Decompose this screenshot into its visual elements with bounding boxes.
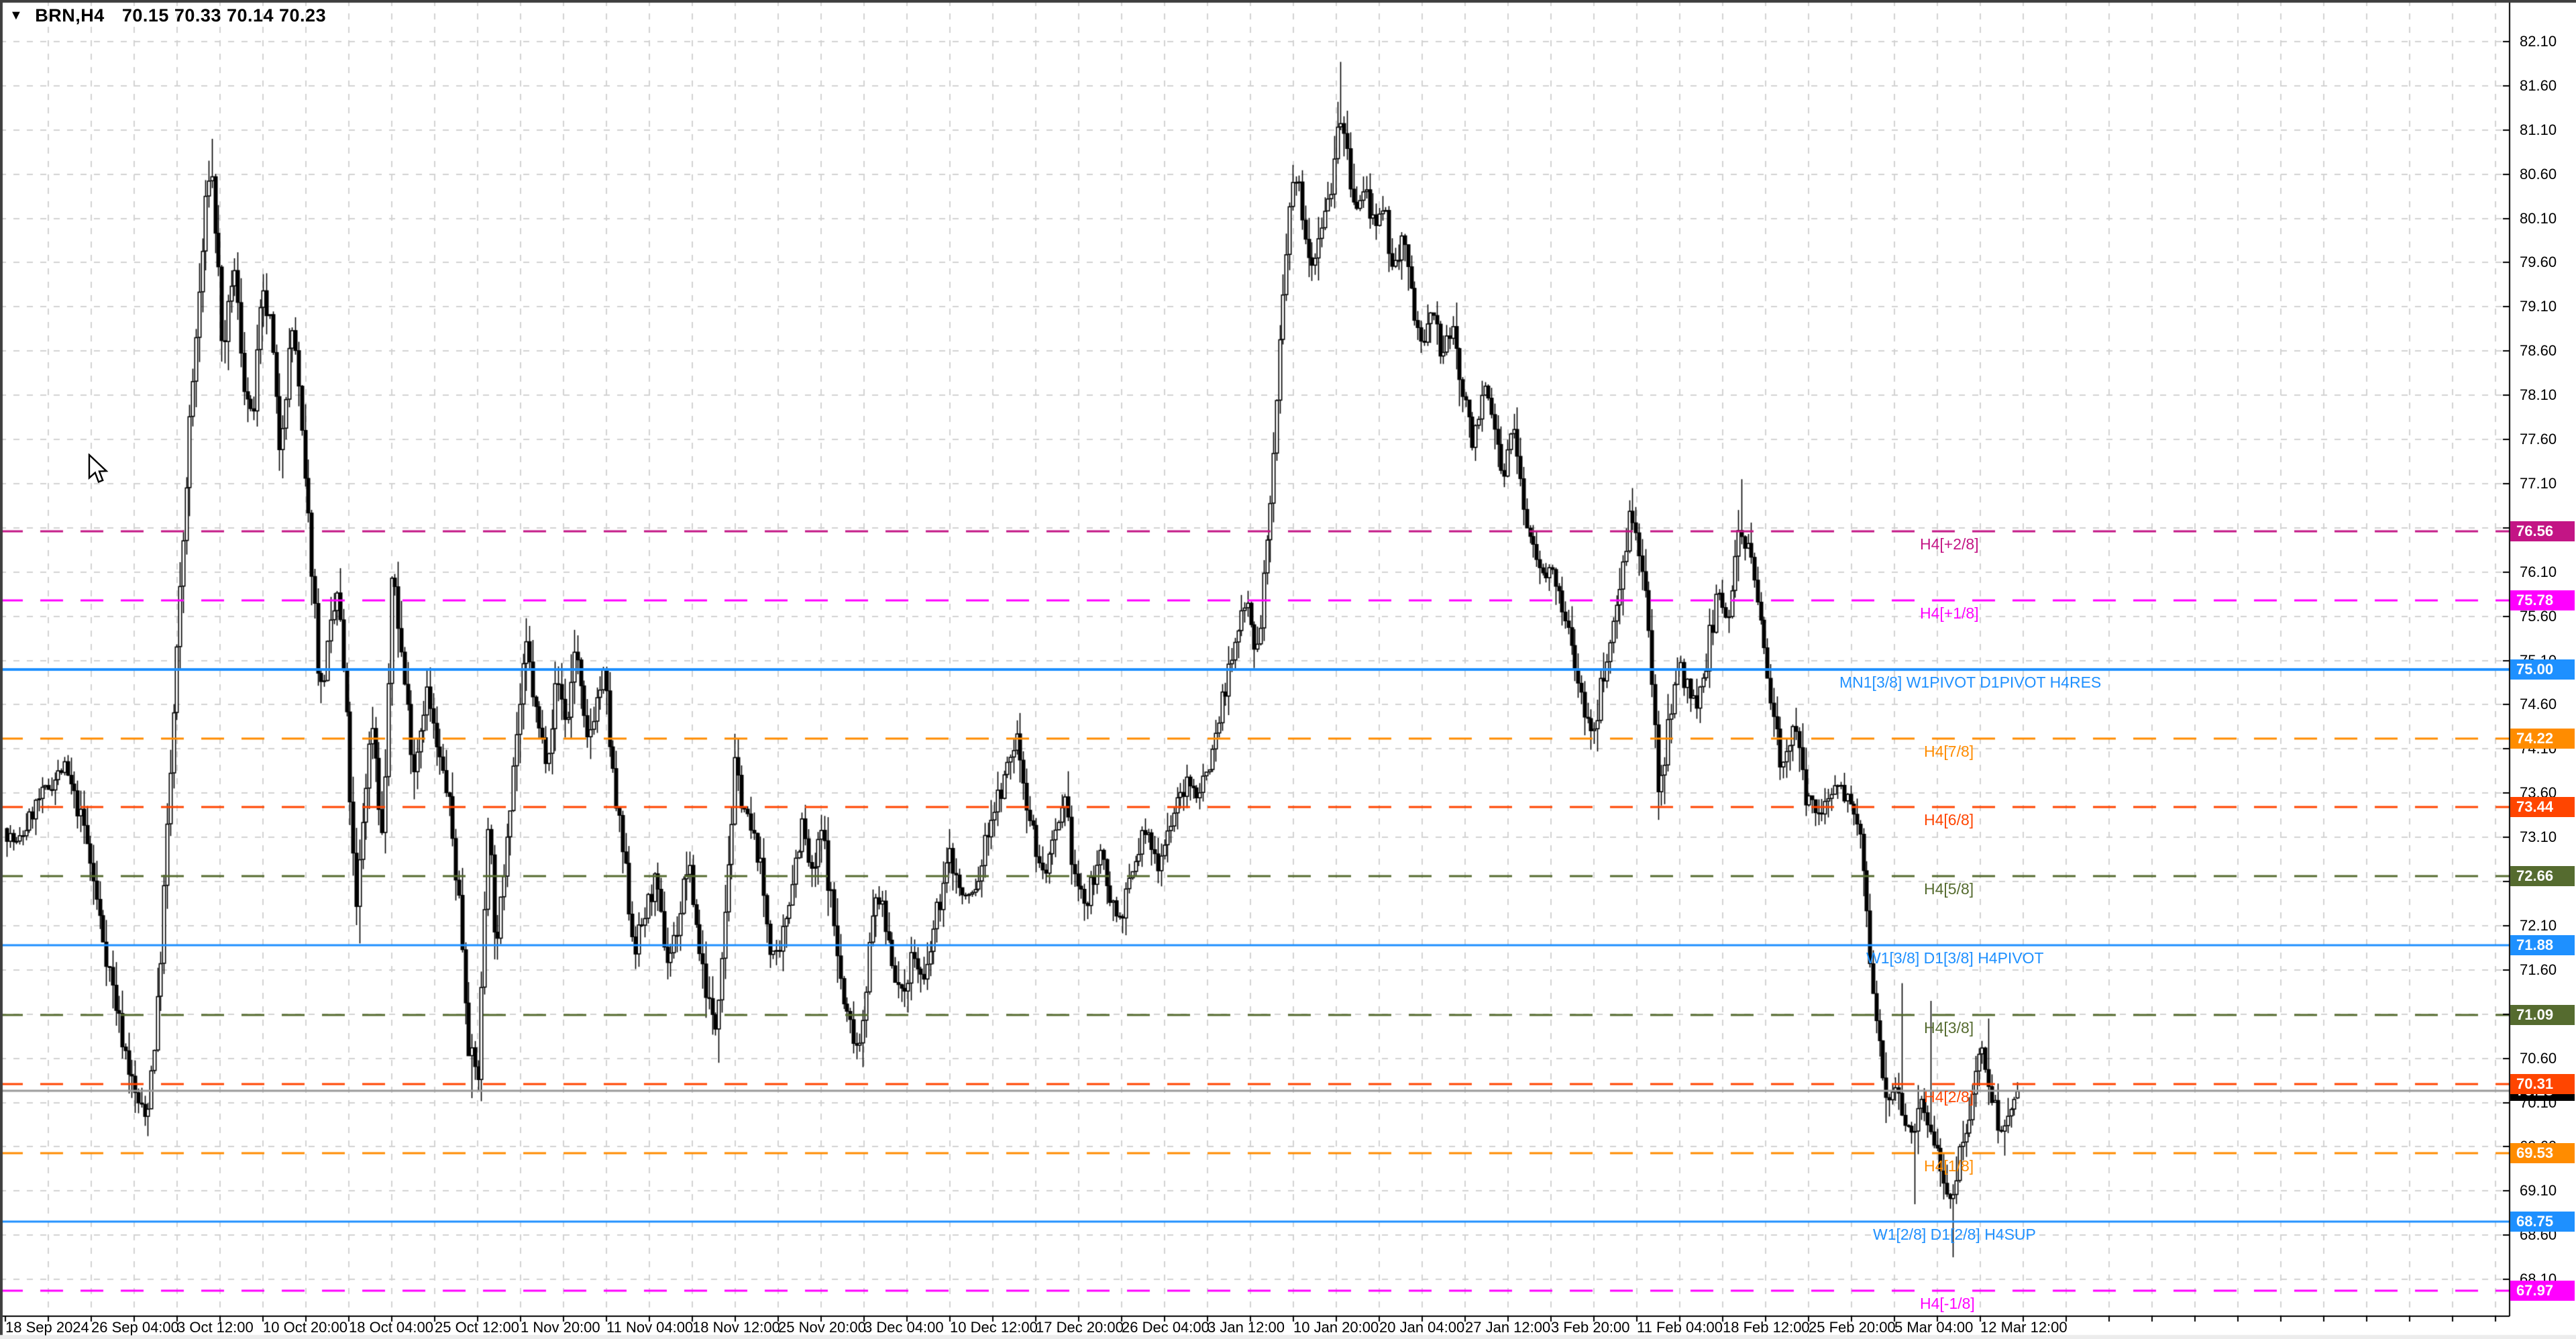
mouse-cursor-icon <box>88 453 109 483</box>
time-axis-label: 3 Oct 12:00 <box>177 1319 254 1336</box>
time-axis-label: 10 Oct 20:00 <box>263 1319 347 1336</box>
time-axis-label: 18 Nov 12:00 <box>692 1319 780 1336</box>
time-axis-label: 3 Feb 20:00 <box>1551 1319 1630 1336</box>
time-axis-label: 12 Mar 12:00 <box>1980 1319 2068 1336</box>
time-axis-label: 1 Nov 20:00 <box>521 1319 600 1336</box>
level-label: H4[7/8] <box>1924 742 1974 760</box>
price-axis-label: 80.60 <box>2520 165 2557 182</box>
price-axis-label: 79.60 <box>2520 254 2557 271</box>
symbol-dropdown-icon[interactable]: ▼ <box>9 8 23 23</box>
time-axis-label: 3 Jan 12:00 <box>1208 1319 1285 1336</box>
price-axis-label: 70.60 <box>2520 1049 2557 1067</box>
price-axis-label: 78.10 <box>2520 386 2557 404</box>
price-axis-label: 72.10 <box>2520 916 2557 934</box>
time-axis-label: 18 Feb 12:00 <box>1723 1319 1810 1336</box>
level-price-badge: 71.88 <box>2510 934 2575 955</box>
level-label: H4[1/8] <box>1924 1157 1974 1175</box>
level-label: H4[3/8] <box>1924 1019 1974 1037</box>
ohlc-values: 70.15 70.33 70.14 70.23 <box>121 5 327 25</box>
price-axis-label: 71.60 <box>2520 961 2557 978</box>
level-label: H4[5/8] <box>1924 880 1974 898</box>
price-axis-label: 73.10 <box>2520 828 2557 846</box>
time-axis-label: 27 Jan 12:00 <box>1465 1319 1551 1336</box>
level-label: H4[-1/8] <box>1920 1295 1975 1313</box>
level-price-badge: 71.09 <box>2510 1005 2575 1026</box>
time-axis-label: 25 Nov 20:00 <box>778 1319 866 1336</box>
time-axis-label: 18 Sep 2024 <box>5 1319 89 1336</box>
level-label: H4[6/8] <box>1924 811 1974 829</box>
symbol-timeframe-label: BRN,H4 <box>35 5 105 25</box>
price-axis-label: 77.60 <box>2520 431 2557 448</box>
price-axis-label: 69.10 <box>2520 1182 2557 1199</box>
price-axis-label: 79.10 <box>2520 298 2557 315</box>
price-axis-label: 81.60 <box>2520 76 2557 94</box>
level-price-badge: 73.44 <box>2510 797 2575 818</box>
time-axis-label: 10 Dec 12:00 <box>950 1319 1038 1336</box>
level-price-badge: 76.56 <box>2510 521 2575 542</box>
price-axis-label: 81.10 <box>2520 121 2557 138</box>
time-axis-label: 26 Dec 04:00 <box>1122 1319 1210 1336</box>
price-axis-label: 80.10 <box>2520 209 2557 227</box>
time-axis-label: 10 Jan 20:00 <box>1293 1319 1379 1336</box>
time-axis-label: 25 Feb 20:00 <box>1809 1319 1896 1336</box>
chart-header: ▼ BRN,H4 70.15 70.33 70.14 70.23 <box>9 5 326 26</box>
level-label: H4[+1/8] <box>1920 604 1979 622</box>
price-axis-label: 74.60 <box>2520 696 2557 713</box>
time-axis-label: 11 Nov 04:00 <box>606 1319 694 1336</box>
level-price-badge: 68.75 <box>2510 1212 2575 1232</box>
level-label: H4[+2/8] <box>1920 535 1979 553</box>
time-axis-label: 20 Jan 04:00 <box>1379 1319 1465 1336</box>
time-axis-label: 25 Oct 12:00 <box>435 1319 519 1336</box>
level-price-badge: 72.66 <box>2510 866 2575 887</box>
time-axis-label: 3 Dec 04:00 <box>864 1319 944 1336</box>
time-axis-label: 26 Sep 04:00 <box>91 1319 179 1336</box>
price-axis-label: 78.60 <box>2520 342 2557 360</box>
level-label: MN1[3/8] W1PIVOT D1PIVOT H4RES <box>1839 673 2102 691</box>
price-axis-label: 82.10 <box>2520 32 2557 50</box>
level-price-badge: 75.78 <box>2510 590 2575 610</box>
level-price-badge: 75.00 <box>2510 659 2575 680</box>
level-label: W1[2/8] D1[2/8] H4SUP <box>1873 1226 2036 1244</box>
level-label: H4[2/8] <box>1924 1087 1974 1106</box>
time-axis-label: 11 Feb 04:00 <box>1637 1319 1723 1336</box>
level-price-badge: 74.22 <box>2510 728 2575 749</box>
time-axis-label: 17 Dec 20:00 <box>1036 1319 1124 1336</box>
level-price-badge: 70.31 <box>2510 1073 2575 1094</box>
price-axis-label: 76.10 <box>2520 563 2557 580</box>
level-label: W1[3/8] D1[3/8] H4PIVOT <box>1866 949 2044 967</box>
level-price-badge: 69.53 <box>2510 1142 2575 1163</box>
price-axis-label: 77.10 <box>2520 474 2557 492</box>
level-price-badge: 67.97 <box>2510 1281 2575 1301</box>
time-axis-label: 18 Oct 04:00 <box>349 1319 433 1336</box>
time-axis-label: 5 Mar 04:00 <box>1894 1319 1974 1336</box>
